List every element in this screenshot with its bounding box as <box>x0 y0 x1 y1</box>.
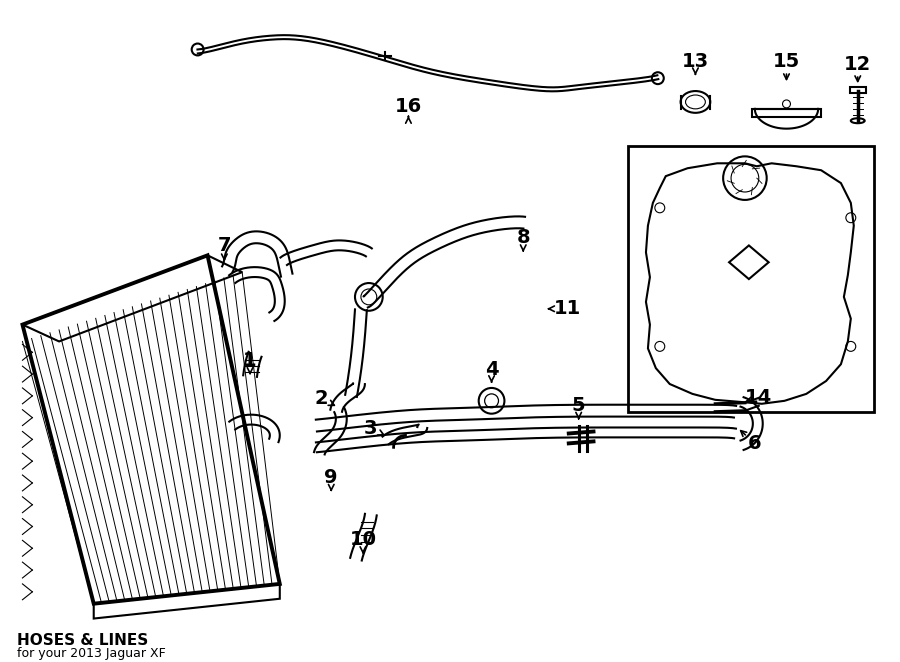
Text: 15: 15 <box>773 52 800 71</box>
Text: 16: 16 <box>395 97 422 117</box>
Circle shape <box>192 44 203 56</box>
Text: 8: 8 <box>517 228 530 247</box>
Bar <box>752 109 821 117</box>
Text: 14: 14 <box>745 389 772 407</box>
Text: 2: 2 <box>314 389 328 408</box>
Text: for your 2013 Jaguar XF: for your 2013 Jaguar XF <box>16 647 166 660</box>
Bar <box>850 87 866 93</box>
Text: 13: 13 <box>682 52 709 71</box>
Text: 5: 5 <box>572 397 586 415</box>
Circle shape <box>652 72 664 84</box>
Text: 12: 12 <box>844 55 871 74</box>
Text: HOSES & LINES: HOSES & LINES <box>16 634 148 648</box>
Text: 7: 7 <box>218 236 231 255</box>
Text: 10: 10 <box>349 530 376 549</box>
Text: 11: 11 <box>554 299 581 318</box>
Text: 6: 6 <box>748 434 761 453</box>
Bar <box>628 146 874 412</box>
Text: 4: 4 <box>485 359 499 379</box>
Text: 1: 1 <box>243 351 256 370</box>
Text: 9: 9 <box>325 467 338 487</box>
Text: 3: 3 <box>364 419 378 438</box>
